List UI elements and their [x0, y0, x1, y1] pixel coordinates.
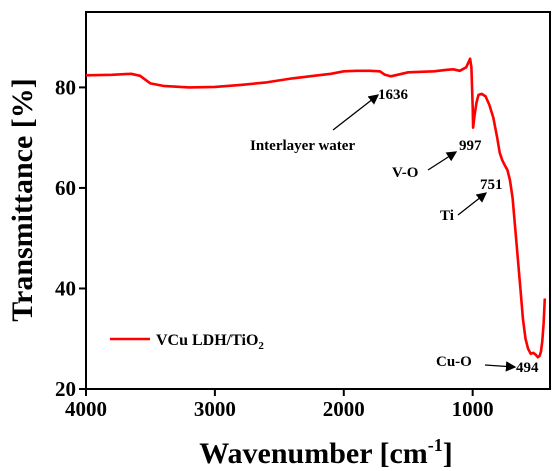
x-axis-title-sup: -1: [428, 435, 443, 455]
annotation-751: 751: [480, 177, 503, 193]
arrow-494: [484, 361, 517, 372]
y-tick-label: 20: [55, 377, 76, 401]
x-axis-ticks: 4000 3000 2000 1000: [65, 389, 494, 421]
annotation-997: 997: [459, 138, 482, 154]
y-tick-label: 80: [55, 75, 76, 99]
annotation-v-o: V-O: [392, 165, 418, 181]
legend-label: VCu LDH/TiO2: [156, 332, 264, 352]
x-axis-title-close: ]: [443, 437, 453, 470]
legend-series-subscript: 2: [258, 340, 264, 352]
annotation-1636: 1636: [378, 87, 409, 103]
x-tick-label: 4000: [65, 397, 107, 421]
annotation-494: 494: [516, 360, 539, 376]
x-tick-label: 2000: [323, 397, 365, 421]
annotation-ti: Ti: [440, 208, 454, 224]
x-axis-title-main: Wavenumber [cm: [199, 437, 428, 470]
x-axis-title: Wavenumber [cm-1]: [199, 435, 453, 470]
annotation-cu-o: Cu-O: [436, 354, 472, 370]
y-axis-title: Transmittance [%]: [6, 78, 39, 322]
legend-series-name: VCu LDH/TiO: [156, 332, 258, 349]
y-tick-label: 40: [55, 276, 76, 300]
x-tick-label: 1000: [452, 397, 494, 421]
x-tick-label: 3000: [194, 397, 236, 421]
arrow-751: [457, 192, 488, 216]
plot-frame: [85, 11, 551, 390]
series-line: [85, 57, 547, 359]
y-axis-ticks: 20 40 60 80: [55, 75, 86, 401]
arrow-997: [427, 151, 458, 171]
y-tick-label: 60: [55, 176, 76, 200]
legend: VCu LDH/TiO2: [110, 332, 264, 352]
annotation-interlayer-water: Interlayer water: [250, 138, 355, 154]
arrow-1636: [332, 94, 380, 131]
